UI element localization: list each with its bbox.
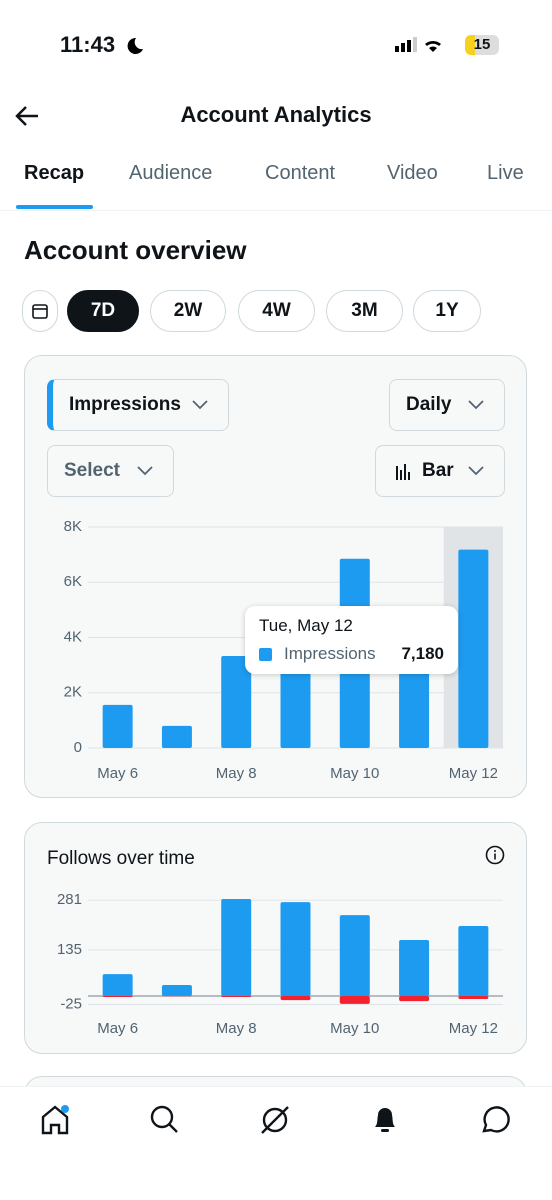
x-tick-label: May 8 [216, 1020, 257, 1037]
bar [221, 656, 252, 748]
info-icon[interactable] [484, 844, 506, 866]
chart-title: Follows over time [47, 848, 195, 869]
search-icon[interactable] [148, 1103, 182, 1137]
y-tick-label: 6K [64, 573, 82, 590]
dropdown-label: Daily [406, 394, 452, 415]
back-button[interactable] [14, 103, 42, 129]
page-title: Account Analytics [180, 102, 372, 127]
signal-wifi [395, 37, 441, 52]
y-tick-label: -25 [60, 995, 82, 1012]
metric-dropdown[interactable]: Impressions [47, 379, 229, 431]
bar [339, 915, 370, 996]
calendar-button[interactable] [22, 290, 58, 332]
tab[interactable]: Content [265, 162, 336, 184]
x-tick-label: May 6 [97, 1020, 138, 1037]
divider [0, 210, 552, 211]
y-tick-label: 135 [57, 941, 82, 958]
bar [458, 926, 489, 996]
notifications-icon[interactable] [368, 1103, 402, 1137]
tab[interactable]: Live [487, 162, 524, 184]
follows-card [24, 822, 527, 1054]
style-dropdown[interactable]: Bar [375, 445, 505, 497]
compare-dropdown[interactable]: Select [47, 445, 174, 497]
tooltip-title: Tue, May 12 [259, 616, 353, 635]
x-tick-label: May 10 [330, 765, 379, 782]
tab[interactable]: Video [387, 162, 438, 184]
range-button[interactable]: 2W [150, 290, 226, 332]
bar [161, 725, 192, 748]
x-tick-label: May 10 [330, 1020, 379, 1037]
bar [399, 663, 430, 748]
tooltip-swatch [259, 648, 272, 661]
messages-icon[interactable] [478, 1103, 512, 1137]
x-tick-label: May 6 [97, 765, 138, 782]
bar [161, 985, 192, 996]
bar [399, 995, 430, 1002]
bar [102, 974, 133, 996]
battery: 15 [465, 35, 499, 55]
bar [280, 995, 311, 1001]
y-tick-label: 0 [74, 739, 82, 756]
dropdown-label: Bar [422, 460, 454, 481]
range-button[interactable]: 4W [238, 290, 315, 332]
moon-icon [127, 37, 143, 54]
x-tick-label: May 8 [216, 765, 257, 782]
dropdown-label: Impressions [69, 394, 181, 415]
y-tick-label: 281 [57, 891, 82, 908]
bar [221, 899, 252, 996]
range-button[interactable]: 3M [326, 290, 403, 332]
range-button[interactable]: 7D [67, 290, 139, 332]
y-tick-label: 8K [64, 518, 82, 535]
chevrons [137, 400, 484, 480]
tooltip: Tue, May 12 Impressions 7,180 [245, 606, 458, 674]
bottom-nav [0, 1086, 552, 1200]
range-button[interactable]: 1Y [413, 290, 481, 332]
bar [458, 549, 489, 748]
bar [458, 995, 489, 1000]
home-icon[interactable] [38, 1103, 72, 1137]
bar [102, 704, 133, 748]
interval-dropdown[interactable]: Daily [389, 379, 505, 431]
bar [339, 995, 370, 1004]
dropdown-label: Select [64, 460, 120, 481]
tooltip-value: 7,180 [401, 644, 444, 663]
x-tick-label: May 12 [449, 1020, 498, 1037]
charts: 0 2K 4K 6K 8K May 6 May 8 May 10 May 12 -25 135 281… [57, 518, 503, 1037]
tab-indicator [16, 205, 93, 209]
bar [221, 995, 252, 997]
tooltip-series: Impressions [284, 644, 376, 663]
bar [280, 902, 311, 996]
section-title: Account overview [24, 235, 247, 265]
grok-icon[interactable] [258, 1103, 292, 1137]
y-tick-label: 4K [64, 628, 82, 645]
clock: 11:43 [60, 32, 116, 57]
y-tick-label: 2K [64, 684, 82, 701]
tab[interactable]: Recap [24, 162, 85, 184]
tab[interactable]: Audience [129, 162, 213, 184]
bar [102, 995, 133, 997]
bar [280, 665, 311, 748]
bar [399, 940, 430, 996]
x-tick-label: May 12 [449, 765, 498, 782]
